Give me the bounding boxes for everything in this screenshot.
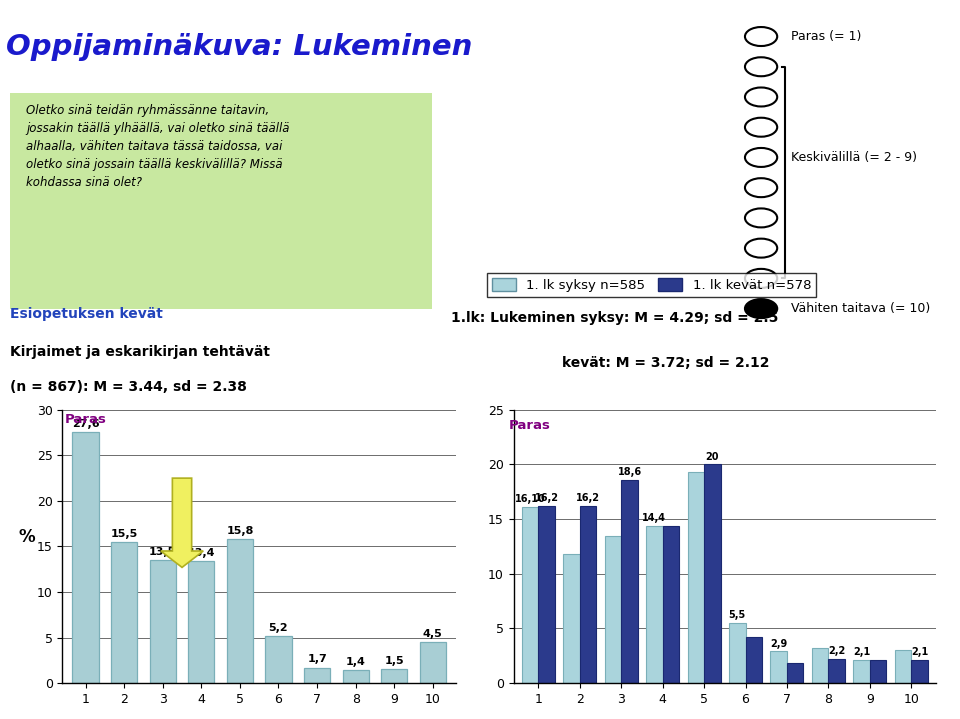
Bar: [150, 560, 176, 683]
Text: Oletko sinä teidän ryhmässänne taitavin,
jossakin täällä ylhäällä, vai oletko si: Oletko sinä teidän ryhmässänne taitavin,…: [27, 104, 290, 189]
Circle shape: [745, 269, 778, 288]
Bar: [343, 670, 369, 683]
Bar: [227, 539, 253, 683]
Circle shape: [745, 58, 778, 76]
Circle shape: [745, 118, 778, 137]
Circle shape: [745, 178, 778, 197]
Text: Paras: Paras: [509, 418, 551, 431]
Bar: [646, 526, 662, 683]
Bar: [111, 542, 137, 683]
Bar: [621, 480, 637, 683]
Bar: [687, 472, 704, 683]
Bar: [787, 664, 804, 683]
Bar: [911, 660, 927, 683]
Text: Esiopetuksen kevät: Esiopetuksen kevät: [10, 308, 162, 321]
Text: 2,1: 2,1: [911, 647, 928, 657]
Y-axis label: %: %: [18, 528, 36, 546]
Text: 16,2: 16,2: [535, 493, 559, 503]
Bar: [188, 561, 214, 683]
Bar: [746, 637, 762, 683]
Bar: [522, 507, 539, 683]
Text: 16,2: 16,2: [576, 493, 600, 503]
Bar: [420, 642, 446, 683]
Bar: [704, 464, 721, 683]
Text: 2,1: 2,1: [852, 647, 870, 657]
Text: 1,4: 1,4: [346, 657, 366, 667]
Bar: [605, 536, 621, 683]
Bar: [304, 667, 330, 683]
Text: Vähiten taitava (= 10): Vähiten taitava (= 10): [791, 302, 930, 315]
Text: 27,6: 27,6: [72, 418, 100, 429]
Circle shape: [745, 88, 778, 106]
Text: 1,5: 1,5: [384, 656, 404, 667]
Text: 13,5: 13,5: [149, 547, 177, 557]
Text: Kirjaimet ja eskarikirjan tehtävät: Kirjaimet ja eskarikirjan tehtävät: [10, 345, 270, 359]
Circle shape: [745, 209, 778, 227]
Circle shape: [745, 239, 778, 257]
Bar: [828, 659, 845, 683]
Text: 2,2: 2,2: [828, 646, 845, 656]
Text: kevät: M = 3.72; sd = 2.12: kevät: M = 3.72; sd = 2.12: [562, 356, 769, 370]
Text: 15,8: 15,8: [227, 526, 253, 536]
Text: 1.lk: Lukeminen syksy: M = 4.29; sd = 2.5: 1.lk: Lukeminen syksy: M = 4.29; sd = 2.…: [451, 311, 779, 324]
Bar: [539, 506, 555, 683]
Bar: [770, 651, 787, 683]
Bar: [72, 431, 99, 683]
Text: 5,2: 5,2: [269, 623, 288, 633]
Text: 2,9: 2,9: [770, 638, 787, 649]
Bar: [662, 526, 680, 683]
Text: 16,10: 16,10: [515, 495, 545, 504]
Text: 1,7: 1,7: [307, 654, 327, 664]
Bar: [564, 554, 580, 683]
Bar: [853, 660, 870, 683]
FancyArrow shape: [161, 478, 204, 567]
Text: 13,4: 13,4: [187, 548, 215, 558]
Text: Keskivälillä (= 2 - 9): Keskivälillä (= 2 - 9): [791, 151, 917, 164]
Text: 20: 20: [706, 452, 719, 462]
Bar: [580, 506, 596, 683]
Text: Oppijaminäkuva: Lukeminen: Oppijaminäkuva: Lukeminen: [6, 33, 472, 60]
Circle shape: [745, 148, 778, 167]
Text: 15,5: 15,5: [110, 528, 138, 539]
Legend: 1. lk syksy n=585, 1. lk kevät n=578: 1. lk syksy n=585, 1. lk kevät n=578: [487, 273, 816, 298]
Text: 5,5: 5,5: [729, 610, 746, 620]
Bar: [870, 660, 886, 683]
Text: Paras (= 1): Paras (= 1): [791, 30, 861, 43]
Bar: [729, 623, 746, 683]
Bar: [381, 669, 407, 683]
Text: 4,5: 4,5: [423, 629, 443, 639]
Circle shape: [745, 27, 778, 46]
Text: Paras: Paras: [64, 413, 107, 426]
Text: (n = 867): M = 3.44, sd = 2.38: (n = 867): M = 3.44, sd = 2.38: [10, 380, 247, 393]
Bar: [265, 636, 292, 683]
Bar: [895, 650, 911, 683]
Text: 18,6: 18,6: [617, 467, 641, 477]
Circle shape: [745, 299, 778, 318]
Text: 14,4: 14,4: [642, 513, 666, 523]
Bar: [812, 648, 828, 683]
